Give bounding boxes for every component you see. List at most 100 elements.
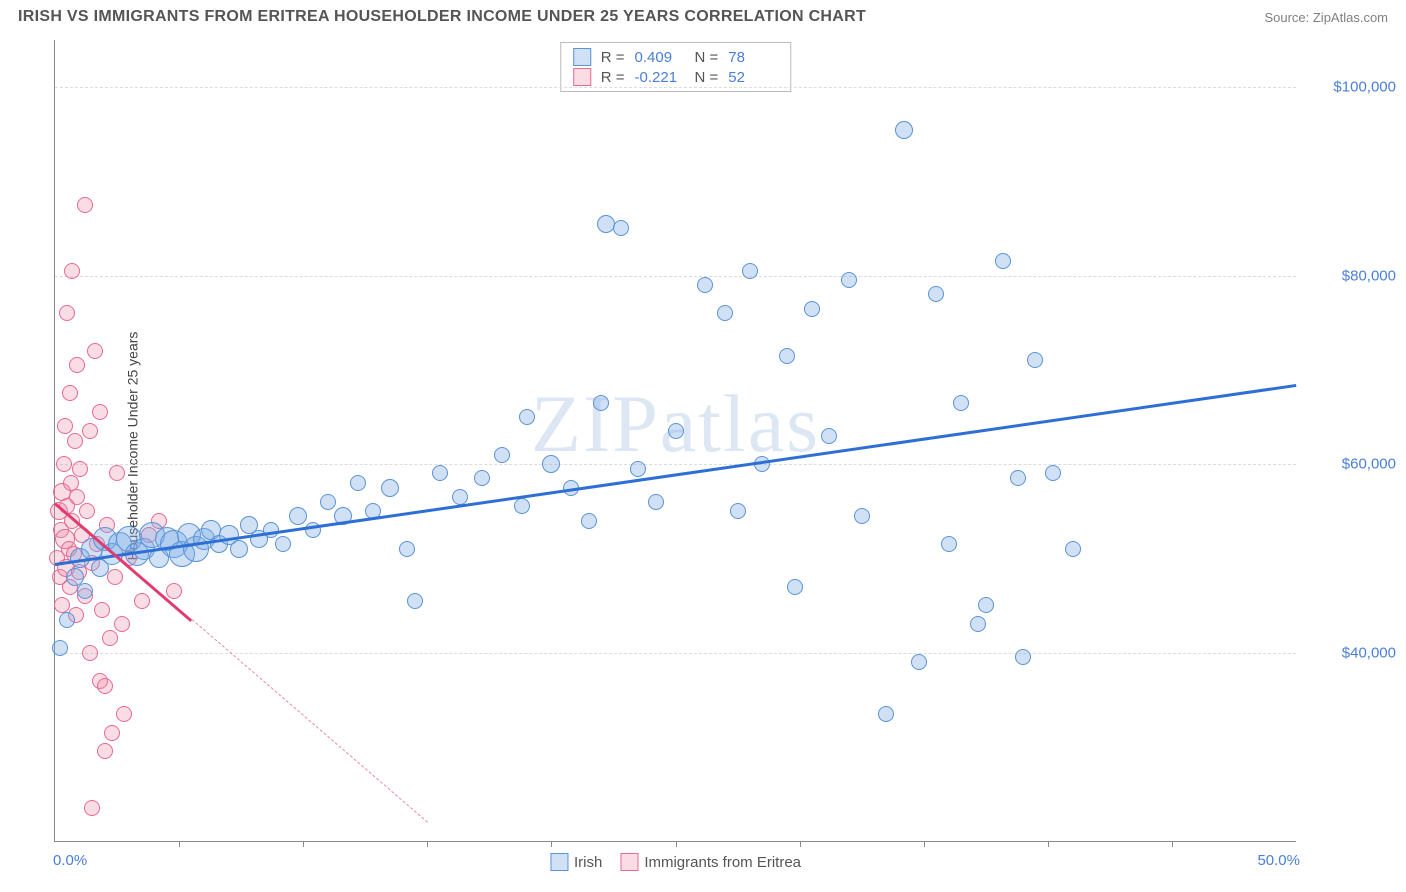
legend-label-eritrea: Immigrants from Eritrea [644,854,801,871]
scatter-point [779,348,795,364]
swatch-eritrea [573,68,591,86]
stats-row-irish: R = 0.409 N = 78 [573,47,779,67]
chart-title: IRISH VS IMMIGRANTS FROM ERITREA HOUSEHO… [18,8,866,26]
y-tick-label: $60,000 [1306,456,1396,473]
gridline [55,653,1296,654]
gridline [55,87,1296,88]
scatter-point [62,385,78,401]
source-label: Source: ZipAtlas.com [1264,10,1388,25]
y-tick-label: $100,000 [1306,79,1396,96]
scatter-point [878,706,894,722]
scatter-point [116,706,132,722]
scatter-point [995,253,1011,269]
scatter-point [854,508,870,524]
scatter-point [941,536,957,552]
scatter-point [64,263,80,279]
scatter-point [107,569,123,585]
legend-swatch-eritrea [620,853,638,871]
scatter-point [804,301,820,317]
scatter-point [230,540,248,558]
scatter-point [474,470,490,486]
scatter-point [82,423,98,439]
scatter-point [72,461,88,477]
stat-r-label: R = [601,49,625,66]
stat-n-label: N = [695,49,719,66]
scatter-point [742,263,758,279]
gridline [55,464,1296,465]
scatter-point [97,678,113,694]
x-tick [924,841,925,847]
scatter-point [69,489,85,505]
scatter-point [452,489,468,505]
stat-n-eritrea: 52 [728,69,778,86]
scatter-point [350,475,366,491]
chart-plot-area: ZIPatlas R = 0.409 N = 78 R = -0.221 N =… [54,40,1296,842]
stat-r-label: R = [601,69,625,86]
scatter-point [94,602,110,618]
scatter-point [432,465,448,481]
scatter-point [320,494,336,510]
trendline [55,384,1296,566]
scatter-point [97,743,113,759]
trendline-dashed [191,619,427,823]
scatter-point [1010,470,1026,486]
scatter-point [87,343,103,359]
scatter-point [928,286,944,302]
stat-n-label: N = [695,69,719,86]
scatter-point [275,536,291,552]
scatter-point [1045,465,1061,481]
x-tick-min: 0.0% [53,852,87,869]
x-tick [676,841,677,847]
scatter-point [52,640,68,656]
x-tick [800,841,801,847]
scatter-point [399,541,415,557]
scatter-point [519,409,535,425]
scatter-point [114,616,130,632]
legend-swatch-irish [550,853,568,871]
scatter-point [494,447,510,463]
scatter-point [668,423,684,439]
x-tick [427,841,428,847]
scatter-point [77,583,93,599]
scatter-point [82,645,98,661]
x-tick [303,841,304,847]
scatter-point [787,579,803,595]
scatter-point [1015,649,1031,665]
bottom-legend: Irish Immigrants from Eritrea [550,853,801,871]
stats-legend-box: R = 0.409 N = 78 R = -0.221 N = 52 [560,42,792,92]
scatter-point [895,121,913,139]
x-tick [1048,841,1049,847]
scatter-point [79,503,95,519]
legend-item-eritrea: Immigrants from Eritrea [620,853,801,871]
scatter-point [970,616,986,632]
scatter-point [134,593,150,609]
scatter-point [978,597,994,613]
scatter-point [69,357,85,373]
scatter-point [581,513,597,529]
scatter-point [57,418,73,434]
gridline [55,276,1296,277]
scatter-point [717,305,733,321]
scatter-point [67,433,83,449]
scatter-point [166,583,182,599]
stats-row-eritrea: R = -0.221 N = 52 [573,67,779,87]
scatter-point [59,305,75,321]
scatter-point [407,593,423,609]
scatter-point [542,455,560,473]
y-tick-label: $80,000 [1306,267,1396,284]
scatter-point [77,197,93,213]
scatter-point [911,654,927,670]
stat-r-eritrea: -0.221 [635,69,685,86]
scatter-point [104,725,120,741]
legend-item-irish: Irish [550,853,602,871]
scatter-point [593,395,609,411]
x-tick [1172,841,1173,847]
stat-r-irish: 0.409 [635,49,685,66]
scatter-point [381,479,399,497]
scatter-point [1027,352,1043,368]
scatter-point [648,494,664,510]
legend-label-irish: Irish [574,854,602,871]
scatter-point [841,272,857,288]
scatter-point [84,800,100,816]
scatter-point [92,404,108,420]
